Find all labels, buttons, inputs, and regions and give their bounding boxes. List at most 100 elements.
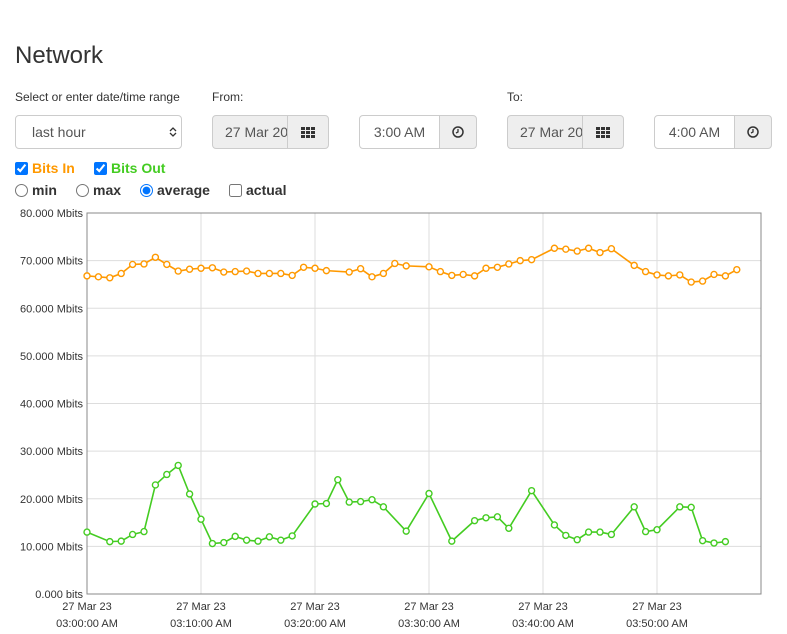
calendar-grid-icon — [596, 126, 610, 138]
data-point — [505, 260, 513, 268]
x-tick-time: 03:50:00 AM — [626, 618, 688, 630]
bits-out-toggle[interactable]: Bits Out — [94, 160, 165, 176]
data-point — [448, 537, 456, 545]
data-point — [653, 526, 661, 534]
clock-icon — [452, 126, 464, 138]
data-point — [573, 247, 581, 255]
data-point — [493, 513, 502, 521]
range-select-value: last hour — [32, 124, 86, 140]
y-tick-label: 80.000 Mbits — [20, 208, 83, 220]
mode-max-radio[interactable] — [76, 183, 89, 197]
data-point — [106, 274, 114, 282]
data-point — [117, 269, 125, 278]
to-date-input[interactable]: 27 Mar 2023 — [507, 115, 583, 149]
data-point — [185, 490, 194, 498]
data-point — [128, 530, 137, 539]
data-point — [698, 277, 707, 285]
data-point — [254, 537, 262, 545]
data-point — [550, 521, 559, 529]
data-point — [630, 503, 638, 511]
data-point — [117, 537, 125, 545]
data-point — [573, 536, 581, 544]
data-point — [584, 244, 593, 252]
data-point — [379, 269, 388, 278]
mode-max-option[interactable]: max — [76, 182, 121, 198]
data-point — [550, 244, 559, 252]
y-tick-label: 0.000 bits — [35, 589, 83, 601]
data-point — [322, 266, 331, 275]
data-point — [288, 532, 296, 540]
to-calendar-button[interactable] — [582, 115, 624, 149]
data-point — [254, 269, 262, 278]
bits-in-checkbox[interactable] — [15, 161, 28, 175]
mode-min-option[interactable]: min — [15, 182, 57, 198]
mode-min-label: min — [32, 182, 57, 198]
data-point — [197, 515, 205, 523]
x-tick-time: 03:30:00 AM — [398, 618, 460, 630]
data-point — [197, 264, 205, 272]
calendar-grid-icon — [301, 126, 315, 138]
from-date-input[interactable]: 27 Mar 2023 — [212, 115, 288, 149]
mode-average-radio[interactable] — [140, 183, 153, 197]
data-point — [721, 537, 730, 546]
y-tick-label: 50.000 Mbits — [20, 351, 83, 363]
page-title: Network — [15, 42, 104, 69]
data-point — [653, 271, 661, 279]
mode-actual-checkbox[interactable] — [229, 183, 242, 197]
data-point — [676, 271, 684, 279]
x-tick-time: 03:10:00 AM — [170, 618, 232, 630]
data-point — [527, 255, 536, 264]
data-point — [140, 527, 148, 536]
data-point — [391, 259, 399, 268]
data-point — [163, 470, 171, 479]
data-point — [425, 263, 433, 271]
range-select[interactable]: last hour — [15, 115, 182, 149]
bits-out-label: Bits Out — [111, 160, 166, 176]
data-point — [334, 476, 342, 484]
data-point — [687, 503, 695, 512]
mode-actual-option[interactable]: actual — [229, 182, 286, 198]
mode-min-radio[interactable] — [15, 183, 28, 197]
data-point — [482, 514, 490, 522]
data-point — [163, 260, 171, 269]
data-point — [265, 269, 274, 278]
data-point — [356, 497, 365, 506]
data-point — [322, 499, 331, 508]
data-point — [562, 245, 570, 253]
y-tick-label: 40.000 Mbits — [20, 399, 83, 411]
from-clock-button[interactable] — [439, 115, 477, 149]
bits-out-checkbox[interactable] — [94, 161, 107, 175]
data-point — [94, 273, 103, 281]
mode-actual-label: actual — [246, 182, 287, 198]
data-point — [516, 256, 524, 265]
data-point — [641, 527, 650, 536]
data-point — [311, 264, 319, 272]
data-point — [687, 278, 695, 286]
data-point — [470, 516, 479, 525]
data-point — [505, 524, 513, 532]
to-label: To: — [507, 90, 524, 104]
data-point — [83, 272, 91, 280]
data-point — [607, 245, 616, 253]
bits-in-toggle[interactable]: Bits In — [15, 160, 75, 176]
data-point — [231, 267, 239, 276]
data-point — [83, 528, 91, 536]
plot-frame — [86, 212, 762, 595]
from-label: From: — [212, 90, 244, 104]
x-tick-time: 03:40:00 AM — [512, 618, 574, 630]
mode-average-option[interactable]: average — [140, 182, 210, 198]
data-point — [128, 260, 137, 269]
to-clock-button[interactable] — [734, 115, 772, 149]
x-tick-date: 27 Mar 23 — [404, 601, 454, 613]
data-point — [607, 530, 616, 539]
from-calendar-button[interactable] — [287, 115, 329, 149]
to-time-input[interactable]: 4:00 AM — [654, 115, 735, 149]
mode-average-label: average — [157, 182, 210, 198]
x-tick-date: 27 Mar 23 — [518, 601, 568, 613]
data-point — [470, 272, 479, 280]
data-point — [151, 481, 160, 489]
from-time-input[interactable]: 3:00 AM — [359, 115, 440, 149]
data-point — [299, 263, 308, 271]
series-line — [86, 247, 738, 283]
data-point — [208, 539, 217, 548]
